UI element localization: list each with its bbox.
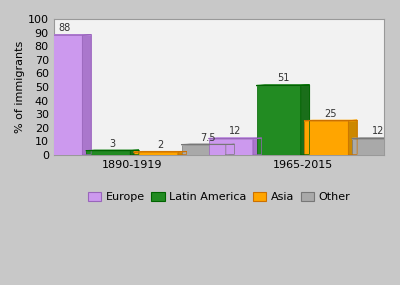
Polygon shape — [130, 150, 139, 155]
Polygon shape — [182, 144, 234, 145]
Polygon shape — [178, 152, 187, 155]
Text: 7.5: 7.5 — [200, 133, 216, 142]
Bar — [209, 139, 253, 155]
Bar — [304, 121, 349, 155]
Polygon shape — [304, 120, 357, 121]
Text: 12: 12 — [229, 127, 242, 137]
Bar — [86, 151, 130, 155]
Bar — [182, 145, 226, 155]
Bar — [134, 152, 178, 155]
Bar — [256, 86, 301, 155]
Bar — [352, 139, 396, 155]
Text: 88: 88 — [58, 23, 71, 33]
Text: 51: 51 — [277, 74, 289, 84]
Text: 3: 3 — [109, 139, 116, 149]
Text: 25: 25 — [324, 109, 337, 119]
Polygon shape — [396, 138, 400, 155]
Polygon shape — [226, 144, 234, 155]
Text: 12: 12 — [372, 127, 385, 137]
Polygon shape — [352, 138, 400, 139]
Polygon shape — [209, 138, 262, 139]
Polygon shape — [256, 85, 309, 86]
Polygon shape — [301, 85, 309, 155]
Y-axis label: % of immigrants: % of immigrants — [15, 41, 25, 133]
Bar — [38, 35, 83, 155]
Polygon shape — [83, 35, 91, 155]
Polygon shape — [349, 120, 357, 155]
Text: 2: 2 — [157, 140, 163, 150]
Polygon shape — [86, 150, 139, 151]
Legend: Europe, Latin America, Asia, Other: Europe, Latin America, Asia, Other — [83, 187, 355, 206]
Polygon shape — [253, 138, 262, 155]
